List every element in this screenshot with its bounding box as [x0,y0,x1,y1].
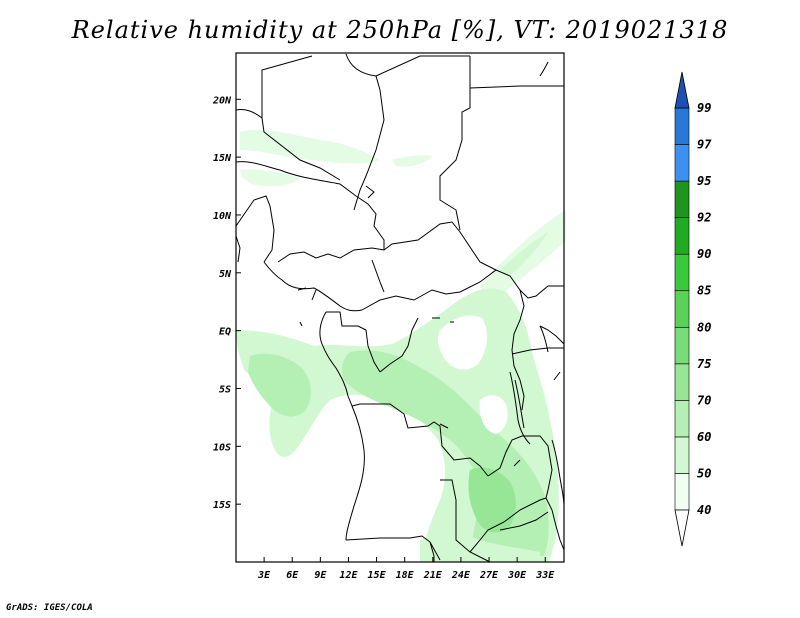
colorbar-label: 40 [697,503,711,517]
colorbar: 40 50 60 70 75 80 85 90 92 95 97 99 [674,71,712,547]
colorbar-label: 92 [697,211,711,225]
colorbar-segment [674,290,690,328]
colorbar-label: 80 [697,320,711,334]
colorbar-segment [674,436,690,474]
colorbar-label: 50 [697,466,711,480]
lat-tick-label: 10S [213,442,231,453]
colorbar-label: 95 [697,174,711,188]
latitude-axis: 20N 15N 10N 5N EQ 5S 10S 15S [212,95,241,511]
lat-tick-label: 5S [219,384,231,395]
longitude-axis: 3E 6E 9E 12E 15E 18E 21E 24E 27E 30E 33E [257,557,555,581]
lon-tick-label: 9E [314,570,327,581]
lon-tick-label: 33E [535,570,555,581]
colorbar-segment [674,326,690,365]
humidity-south-core [468,467,516,533]
lat-tick-label: 20N [212,95,232,106]
colorbar-label: 75 [697,357,711,371]
country-boundaries [235,53,565,563]
colorbar-segment [674,180,690,218]
colorbar-segment [674,107,690,145]
colorbar-label: 60 [697,430,711,444]
colorbar-segment [674,144,690,182]
lon-tick-label: 3E [257,570,271,581]
lat-tick-label: 15N [213,153,232,164]
lon-tick-label: 18E [396,570,415,581]
lon-tick-label: 30E [507,570,527,581]
lat-tick-label: 10N [213,211,232,222]
colorbar-over-arrow [674,71,690,109]
colorbar-segment [674,473,690,511]
colorbar-label: 85 [697,284,711,298]
humidity-far-south [420,533,540,562]
lon-tick-label: 27E [479,570,499,581]
colorbar-under-arrow [674,509,690,547]
colorbar-segment [674,217,690,255]
humidity-band-north [240,129,380,164]
colorbar-label: 97 [697,138,712,152]
software-credit: GrADS: IGES/COLA [6,603,93,613]
colorbar-label: 90 [697,247,711,261]
lon-tick-label: 12E [339,570,358,581]
humidity-west-core [248,353,311,417]
humidity-band-north-3 [392,155,432,167]
humidity-streak-ne-inner [500,232,548,276]
lat-tick-label: 5N [219,269,232,280]
colorbar-label: 99 [697,101,711,115]
colorbar-segment [674,253,690,292]
humidity-shading [236,129,566,562]
humidity-dry-gap-1 [437,315,487,370]
map-frame [235,52,565,563]
colorbar-segment [674,363,690,401]
lon-tick-label: 15E [368,570,387,581]
lon-tick-label: 21E [423,570,443,581]
lat-tick-label: 15S [213,500,231,511]
humidity-dry-gap-2 [479,395,508,434]
humidity-band-north-2 [240,169,300,186]
lon-tick-label: 6E [286,570,299,581]
colorbar-label: 70 [697,393,711,407]
colorbar-segment [674,400,690,438]
lat-tick-label: EQ [219,327,231,338]
chart-title: Relative humidity at 250hPa [%], VT: 201… [71,16,729,44]
lon-tick-label: 24E [451,570,471,581]
